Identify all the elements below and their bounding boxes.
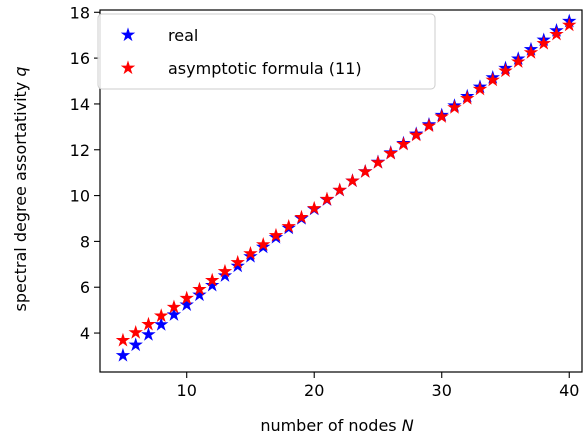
y-tick-label-8: 8	[80, 232, 90, 251]
data-point-s1-8	[217, 263, 233, 278]
y-tick-label-16: 16	[70, 49, 90, 68]
data-point-s1-30	[498, 63, 513, 78]
data-point-s1-34	[549, 26, 564, 41]
data-point-s1-2	[141, 316, 156, 331]
plot-area	[115, 13, 577, 362]
data-point-s1-11	[256, 237, 271, 251]
data-point-s1-15	[307, 200, 322, 215]
y-axis-label: spectral degree assortativity q	[11, 66, 30, 311]
y-tick-label-10: 10	[70, 187, 90, 206]
data-point-s1-17	[332, 182, 347, 197]
x-tick-label-30: 30	[432, 381, 452, 400]
data-point-s1-25	[434, 109, 449, 123]
x-axis-label: number of nodes N	[260, 416, 413, 435]
series-1	[115, 17, 577, 347]
data-point-s1-9	[230, 254, 245, 269]
legend-box	[97, 13, 436, 90]
data-point-s1-18	[345, 173, 360, 188]
x-tick-label-40: 40	[559, 381, 579, 400]
data-point-s1-28	[472, 81, 488, 96]
data-point-s0-2	[141, 327, 156, 341]
data-point-s0-6	[192, 287, 207, 302]
data-point-s1-12	[268, 227, 284, 242]
legend: real asymptotic formula (11)	[97, 13, 436, 90]
data-point-s1-5	[179, 290, 194, 305]
y-tick-label-12: 12	[70, 141, 90, 160]
data-point-s1-13	[281, 218, 296, 233]
data-point-s1-24	[421, 118, 437, 133]
data-point-s1-3	[154, 308, 169, 322]
data-point-s1-20	[370, 155, 386, 169]
data-point-s0-5	[179, 297, 194, 311]
x-tick-label-20: 20	[304, 381, 324, 400]
legend-marker-real	[120, 27, 136, 42]
data-point-s0-1	[128, 337, 143, 352]
data-point-s1-14	[294, 209, 309, 224]
axes: 10 20 30 40 4 6 8 10 12 14 16 18	[70, 3, 583, 400]
data-point-s0-3	[154, 317, 169, 331]
legend-star-0	[120, 27, 136, 42]
y-tick-label-6: 6	[80, 278, 90, 297]
x-tick-label-10: 10	[177, 381, 197, 400]
data-point-s1-29	[485, 72, 500, 87]
data-point-s1-35	[562, 17, 577, 32]
data-point-s1-1	[128, 325, 143, 339]
axes-frame	[99, 9, 583, 373]
data-point-s1-0	[115, 332, 131, 347]
data-point-s1-23	[409, 127, 424, 142]
data-point-s1-4	[166, 299, 182, 314]
legend-label-real: real	[168, 26, 198, 45]
data-point-s1-21	[383, 145, 398, 160]
data-point-s1-27	[460, 90, 475, 105]
data-point-s0-8	[217, 268, 233, 282]
data-point-s0-9	[230, 258, 245, 273]
y-tick-label-18: 18	[70, 3, 90, 22]
data-point-s1-26	[447, 100, 462, 114]
data-point-s1-22	[396, 136, 411, 151]
legend-marker-asymptotic	[120, 60, 136, 75]
data-point-s1-7	[205, 272, 220, 287]
legend-star-1	[120, 60, 136, 75]
data-point-s0-7	[205, 277, 220, 292]
data-point-s0-4	[166, 307, 182, 321]
data-point-s1-31	[511, 54, 526, 68]
data-point-s1-19	[358, 164, 373, 178]
data-point-s1-33	[536, 35, 551, 50]
y-tick-label-14: 14	[70, 95, 90, 114]
data-point-s0-0	[115, 347, 131, 362]
data-point-s1-16	[319, 191, 335, 206]
data-point-s1-6	[192, 281, 207, 296]
y-tick-label-4: 4	[80, 324, 90, 343]
data-point-s1-32	[523, 45, 539, 59]
data-point-s1-10	[243, 245, 258, 260]
legend-label-asymptotic: asymptotic formula (11)	[168, 59, 362, 78]
